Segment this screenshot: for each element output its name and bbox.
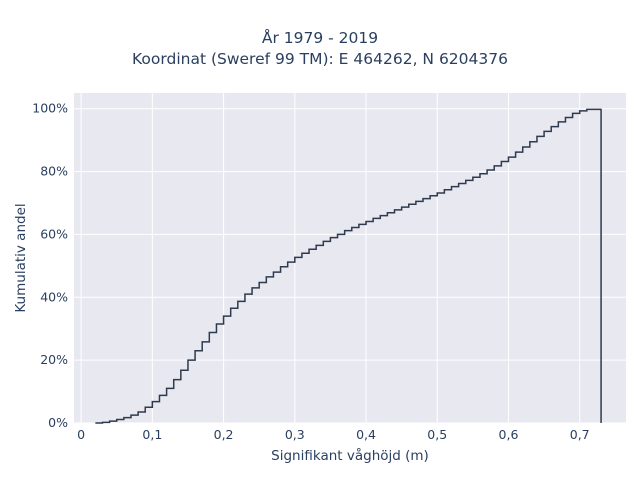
- x-axis-ticks: 0 0,1 0,2 0,3 0,4 0,5 0,6 0,7: [77, 427, 590, 442]
- y-tick-label: 100%: [32, 101, 68, 116]
- x-tick-label: 0,7: [570, 427, 590, 442]
- y-axis-label: Kumulativ andel: [13, 203, 29, 312]
- y-tick-label: 20%: [40, 352, 68, 367]
- x-tick-label: 0,3: [285, 427, 305, 442]
- x-tick-label: 0,4: [356, 427, 376, 442]
- plot-area: [74, 93, 626, 423]
- x-axis-label: Signifikant våghöjd (m): [271, 447, 429, 464]
- grid: [74, 93, 626, 424]
- y-axis-ticks: 0% 20% 40% 60% 80% 100%: [32, 101, 68, 430]
- x-tick-label: 0: [77, 427, 85, 442]
- y-tick-label: 40%: [40, 289, 68, 304]
- ecdf-step-line: [95, 108, 602, 424]
- y-tick-label: 80%: [40, 164, 68, 179]
- x-tick-label: 0,5: [427, 427, 447, 442]
- y-tick-label: 0%: [48, 415, 68, 430]
- x-tick-label: 0,6: [499, 427, 519, 442]
- y-tick-label: 60%: [40, 226, 68, 241]
- chart-title-line-1: År 1979 - 2019: [261, 29, 379, 47]
- x-tick-label: 0,2: [214, 427, 234, 442]
- chart-title-line-2: Koordinat (Sweref 99 TM): E 464262, N 62…: [132, 50, 508, 68]
- x-tick-label: 0,1: [142, 427, 162, 442]
